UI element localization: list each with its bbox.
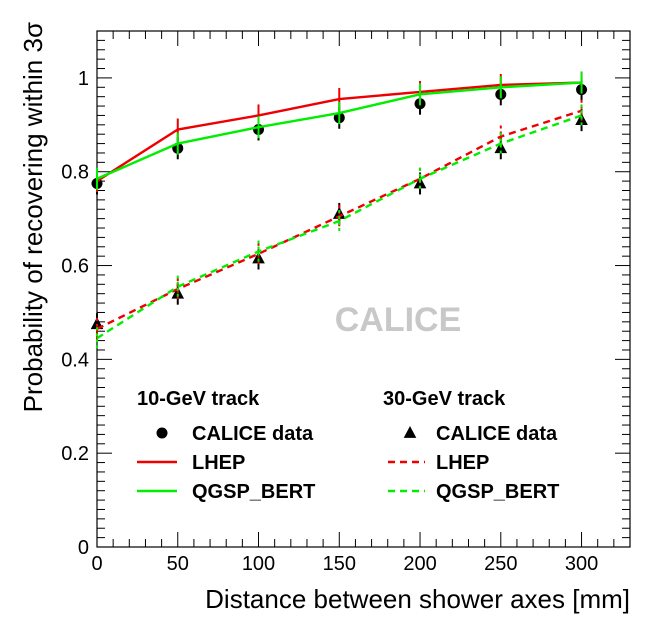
x-tick-label: 0 [91, 553, 102, 575]
x-tick-label: 150 [323, 553, 356, 575]
legend-label-calice-data: CALICE data [192, 423, 314, 445]
x-axis-title: Distance between shower axes [mm] [205, 584, 630, 614]
30-gev-track-qgsp-bert-line [96, 114, 582, 340]
legend-header-0: 10-GeV track [137, 388, 260, 410]
y-tick-label: 0.4 [61, 349, 89, 371]
legend-header-1: 30-GeV track [383, 388, 506, 410]
legend-label-lhep: LHEP [436, 452, 489, 474]
watermark-calice: CALICE [335, 301, 462, 339]
legend-swatch-calice-data [156, 427, 168, 439]
x-tick-label: 200 [403, 553, 436, 575]
x-tick-label: 50 [167, 553, 189, 575]
legend-label-calice-data: CALICE data [436, 423, 558, 445]
plot-frame [96, 30, 631, 548]
y-tick-label: 1 [78, 68, 89, 90]
legend-label-qgsp-bert: QGSP_BERT [192, 481, 315, 503]
x-tick-label: 100 [242, 553, 275, 575]
legend-label-qgsp-bert: QGSP_BERT [436, 481, 559, 503]
x-tick-label: 250 [484, 553, 517, 575]
legend-swatch-calice-data [403, 426, 417, 438]
y-tick-label: 0 [78, 537, 89, 559]
x-tick-label: 300 [565, 553, 598, 575]
y-axis-title: Probability of recovering within 3σ [18, 22, 48, 412]
y-tick-label: 0.6 [61, 256, 89, 278]
legend-label-lhep: LHEP [192, 452, 245, 474]
y-tick-label: 0.8 [61, 162, 89, 184]
y-tick-label: 0.2 [61, 443, 89, 465]
